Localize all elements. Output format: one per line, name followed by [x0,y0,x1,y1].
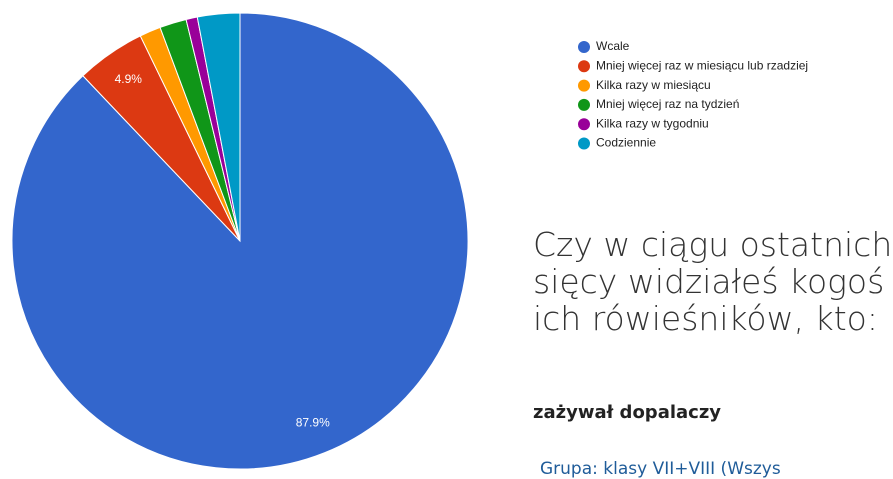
legend-label: Wcale [596,39,630,53]
legend-swatch [578,79,590,92]
legend-label: Codziennie [596,136,656,150]
slice-label: 87.9% [296,415,330,429]
legend-label: Kilka razy w tygodniu [596,116,709,130]
legend-swatch [578,118,590,131]
legend-label: Kilka razy w miesiącu [596,78,711,92]
legend-label: Mniej więcej raz w miesiącu lub rzadziej [596,58,808,72]
legend-swatch [578,41,590,53]
group: Grupa: klasy VII+VIII (Wszys [540,459,781,479]
subtitle: zażywał dopalaczy [533,402,721,423]
title-line: ich rówieśników, kto: [533,299,878,338]
pie-slice [196,12,241,242]
legend-swatch [578,60,590,73]
pie-slice [11,12,469,470]
title-line: sięcy widziałeś kogoś [533,262,884,301]
legend-swatch [578,137,590,150]
slice-label: 4.9% [115,72,143,86]
title-line: Czy w ciągu ostatnich [533,225,892,264]
legend-swatch [578,98,590,111]
legend-label: Mniej więcej raz na tydzień [596,97,739,111]
